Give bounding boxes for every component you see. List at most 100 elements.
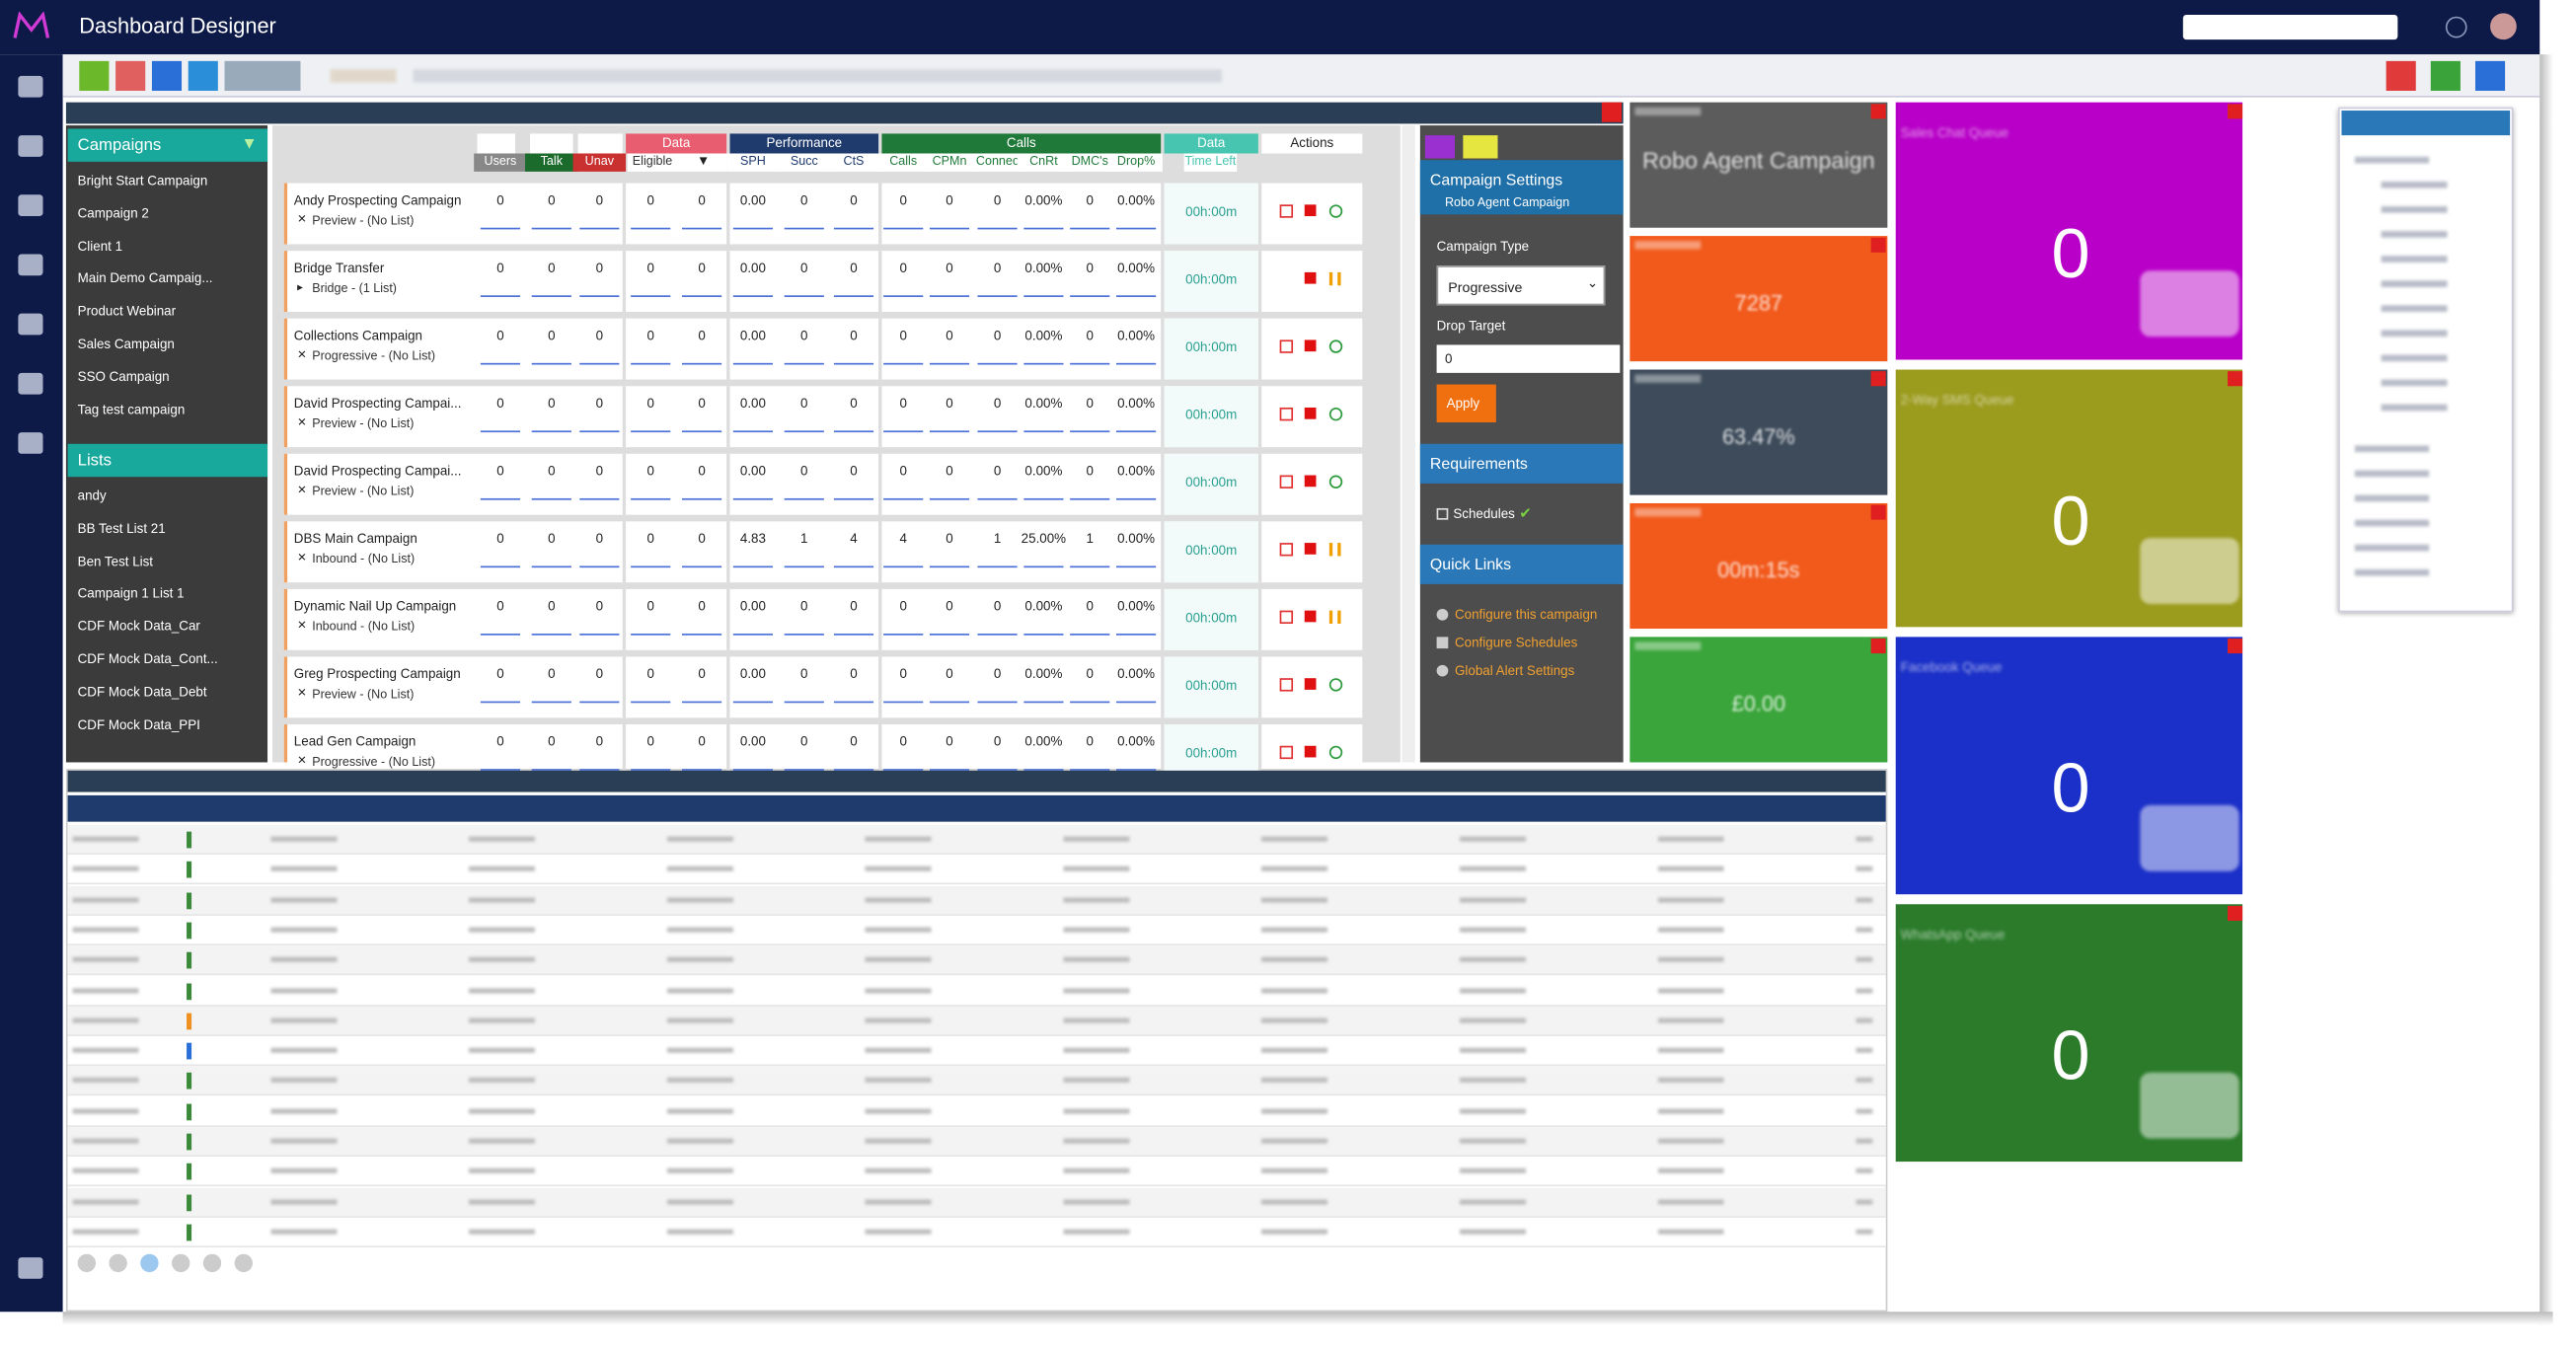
list-item[interactable]: Campaign 1 List 1	[77, 586, 185, 602]
list-item[interactable]: CDF Mock Data_Car	[77, 619, 200, 635]
nav-icon[interactable]	[18, 194, 43, 217]
list-item[interactable]: SSO Campaign	[77, 369, 170, 385]
cell-value: 0	[946, 463, 953, 479]
nav-icon[interactable]	[18, 254, 43, 276]
avatar[interactable]	[2490, 13, 2517, 40]
pager-button[interactable]	[77, 1253, 97, 1273]
list-item[interactable]: Client 1	[77, 238, 123, 254]
campaign-name[interactable]: Dynamic Nail Up Campaign	[293, 598, 457, 614]
action-pause[interactable]	[1328, 543, 1341, 557]
action-list[interactable]	[1279, 745, 1294, 760]
pager-button[interactable]	[234, 1253, 253, 1273]
toolbar-button[interactable]	[151, 60, 183, 91]
action-play[interactable]	[1328, 339, 1343, 353]
tile-close[interactable]	[2228, 371, 2243, 387]
panel-heading: Lists	[67, 443, 268, 478]
list-item[interactable]: Bright Start Campaign	[77, 173, 208, 188]
toolbar-button[interactable]	[79, 60, 110, 91]
action-list[interactable]	[1279, 475, 1294, 489]
toolbar-button[interactable]	[115, 60, 146, 91]
toolbar-button[interactable]	[2386, 60, 2416, 91]
pager-button[interactable]	[140, 1253, 159, 1273]
sparkline	[784, 565, 824, 568]
action-list[interactable]	[1279, 610, 1294, 625]
list-item[interactable]: CDF Mock Data_PPI	[77, 716, 200, 732]
action-list[interactable]	[1279, 339, 1294, 353]
list-item[interactable]: Ben Test List	[77, 554, 154, 569]
tile-close[interactable]	[1870, 237, 1886, 253]
cell-value: 0	[496, 531, 504, 547]
list-item[interactable]: Tag test campaign	[77, 402, 186, 417]
tile-close[interactable]	[1870, 639, 1886, 654]
pager-button[interactable]	[172, 1253, 190, 1273]
list-item[interactable]: Campaign 2	[77, 205, 149, 221]
list-item[interactable]: Main Demo Campaig...	[77, 270, 213, 286]
list-item[interactable]: BB Test List 21	[77, 521, 166, 537]
nav-icon[interactable]	[18, 135, 43, 157]
sparkline	[631, 227, 671, 230]
tile-close[interactable]	[2228, 905, 2243, 921]
quick-link[interactable]: Configure this campaign	[1455, 607, 1598, 623]
close-button[interactable]	[1601, 102, 1622, 122]
action-stop[interactable]	[1304, 745, 1317, 758]
action-play[interactable]	[1328, 475, 1343, 489]
tile-close[interactable]	[1870, 504, 1886, 520]
campaign-type-select[interactable]: Progressive	[1436, 265, 1606, 306]
list-item[interactable]: CDF Mock Data_Cont...	[77, 651, 218, 667]
help-icon[interactable]	[2445, 16, 2467, 38]
toolbar-button[interactable]	[188, 60, 218, 91]
campaign-name[interactable]: Andy Prospecting Campaign	[293, 192, 462, 208]
nav-icon[interactable]	[18, 432, 43, 454]
campaign-name[interactable]: Collections Campaign	[293, 328, 423, 343]
action-stop[interactable]	[1304, 543, 1317, 555]
action-list[interactable]	[1279, 543, 1294, 557]
toolbar-button[interactable]	[2430, 60, 2461, 91]
action-list[interactable]	[1279, 678, 1294, 692]
action-list[interactable]	[1279, 407, 1294, 421]
campaign-name[interactable]: Lead Gen Campaign	[293, 734, 417, 750]
action-stop[interactable]	[1304, 204, 1317, 217]
action-play[interactable]	[1328, 745, 1343, 760]
list-item[interactable]: CDF Mock Data_Debt	[77, 684, 207, 700]
action-play[interactable]	[1328, 407, 1343, 421]
action-play[interactable]	[1328, 678, 1343, 692]
action-pause[interactable]	[1328, 610, 1341, 625]
drop-target-input[interactable]: 0	[1436, 344, 1621, 373]
toolbar-button[interactable]	[224, 60, 301, 91]
campaign-name[interactable]: Bridge Transfer	[293, 261, 385, 276]
nav-icon[interactable]	[18, 313, 43, 336]
action-stop[interactable]	[1304, 407, 1317, 419]
tile-close[interactable]	[2228, 639, 2243, 654]
nav-icon[interactable]	[18, 372, 43, 395]
campaign-name[interactable]: Greg Prospecting Campaign	[293, 666, 461, 682]
action-stop[interactable]	[1304, 610, 1317, 623]
tab[interactable]	[1463, 135, 1498, 159]
action-stop[interactable]	[1304, 678, 1317, 690]
list-item[interactable]: Sales Campaign	[77, 337, 175, 352]
nav-icon[interactable]	[18, 1257, 43, 1279]
action-pause[interactable]	[1328, 271, 1341, 286]
toolbar-button[interactable]	[2474, 60, 2506, 91]
list-item[interactable]: andy	[77, 488, 107, 503]
pager-button[interactable]	[202, 1253, 222, 1273]
list-item[interactable]: Product Webinar	[77, 303, 177, 320]
action-list[interactable]	[1279, 204, 1294, 218]
campaign-name[interactable]: DBS Main Campaign	[293, 531, 417, 547]
action-stop[interactable]	[1304, 271, 1317, 284]
search-box[interactable]	[2182, 15, 2398, 40]
action-stop[interactable]	[1304, 339, 1317, 352]
tile-close[interactable]	[1870, 371, 1886, 387]
nav-icon[interactable]	[18, 75, 43, 98]
campaign-name[interactable]: David Prospecting Campai...	[293, 396, 462, 412]
quick-link[interactable]: Global Alert Settings	[1455, 663, 1575, 679]
action-stop[interactable]	[1304, 475, 1317, 488]
campaign-name[interactable]: David Prospecting Campai...	[293, 463, 462, 479]
action-play[interactable]	[1328, 204, 1343, 218]
pager-button[interactable]	[109, 1253, 127, 1273]
apply-button[interactable]: Apply	[1436, 384, 1496, 423]
tile-close[interactable]	[2228, 104, 2243, 119]
quick-link[interactable]: Configure Schedules	[1455, 635, 1578, 650]
tab[interactable]	[1424, 135, 1456, 159]
tile-close[interactable]	[1870, 104, 1886, 119]
